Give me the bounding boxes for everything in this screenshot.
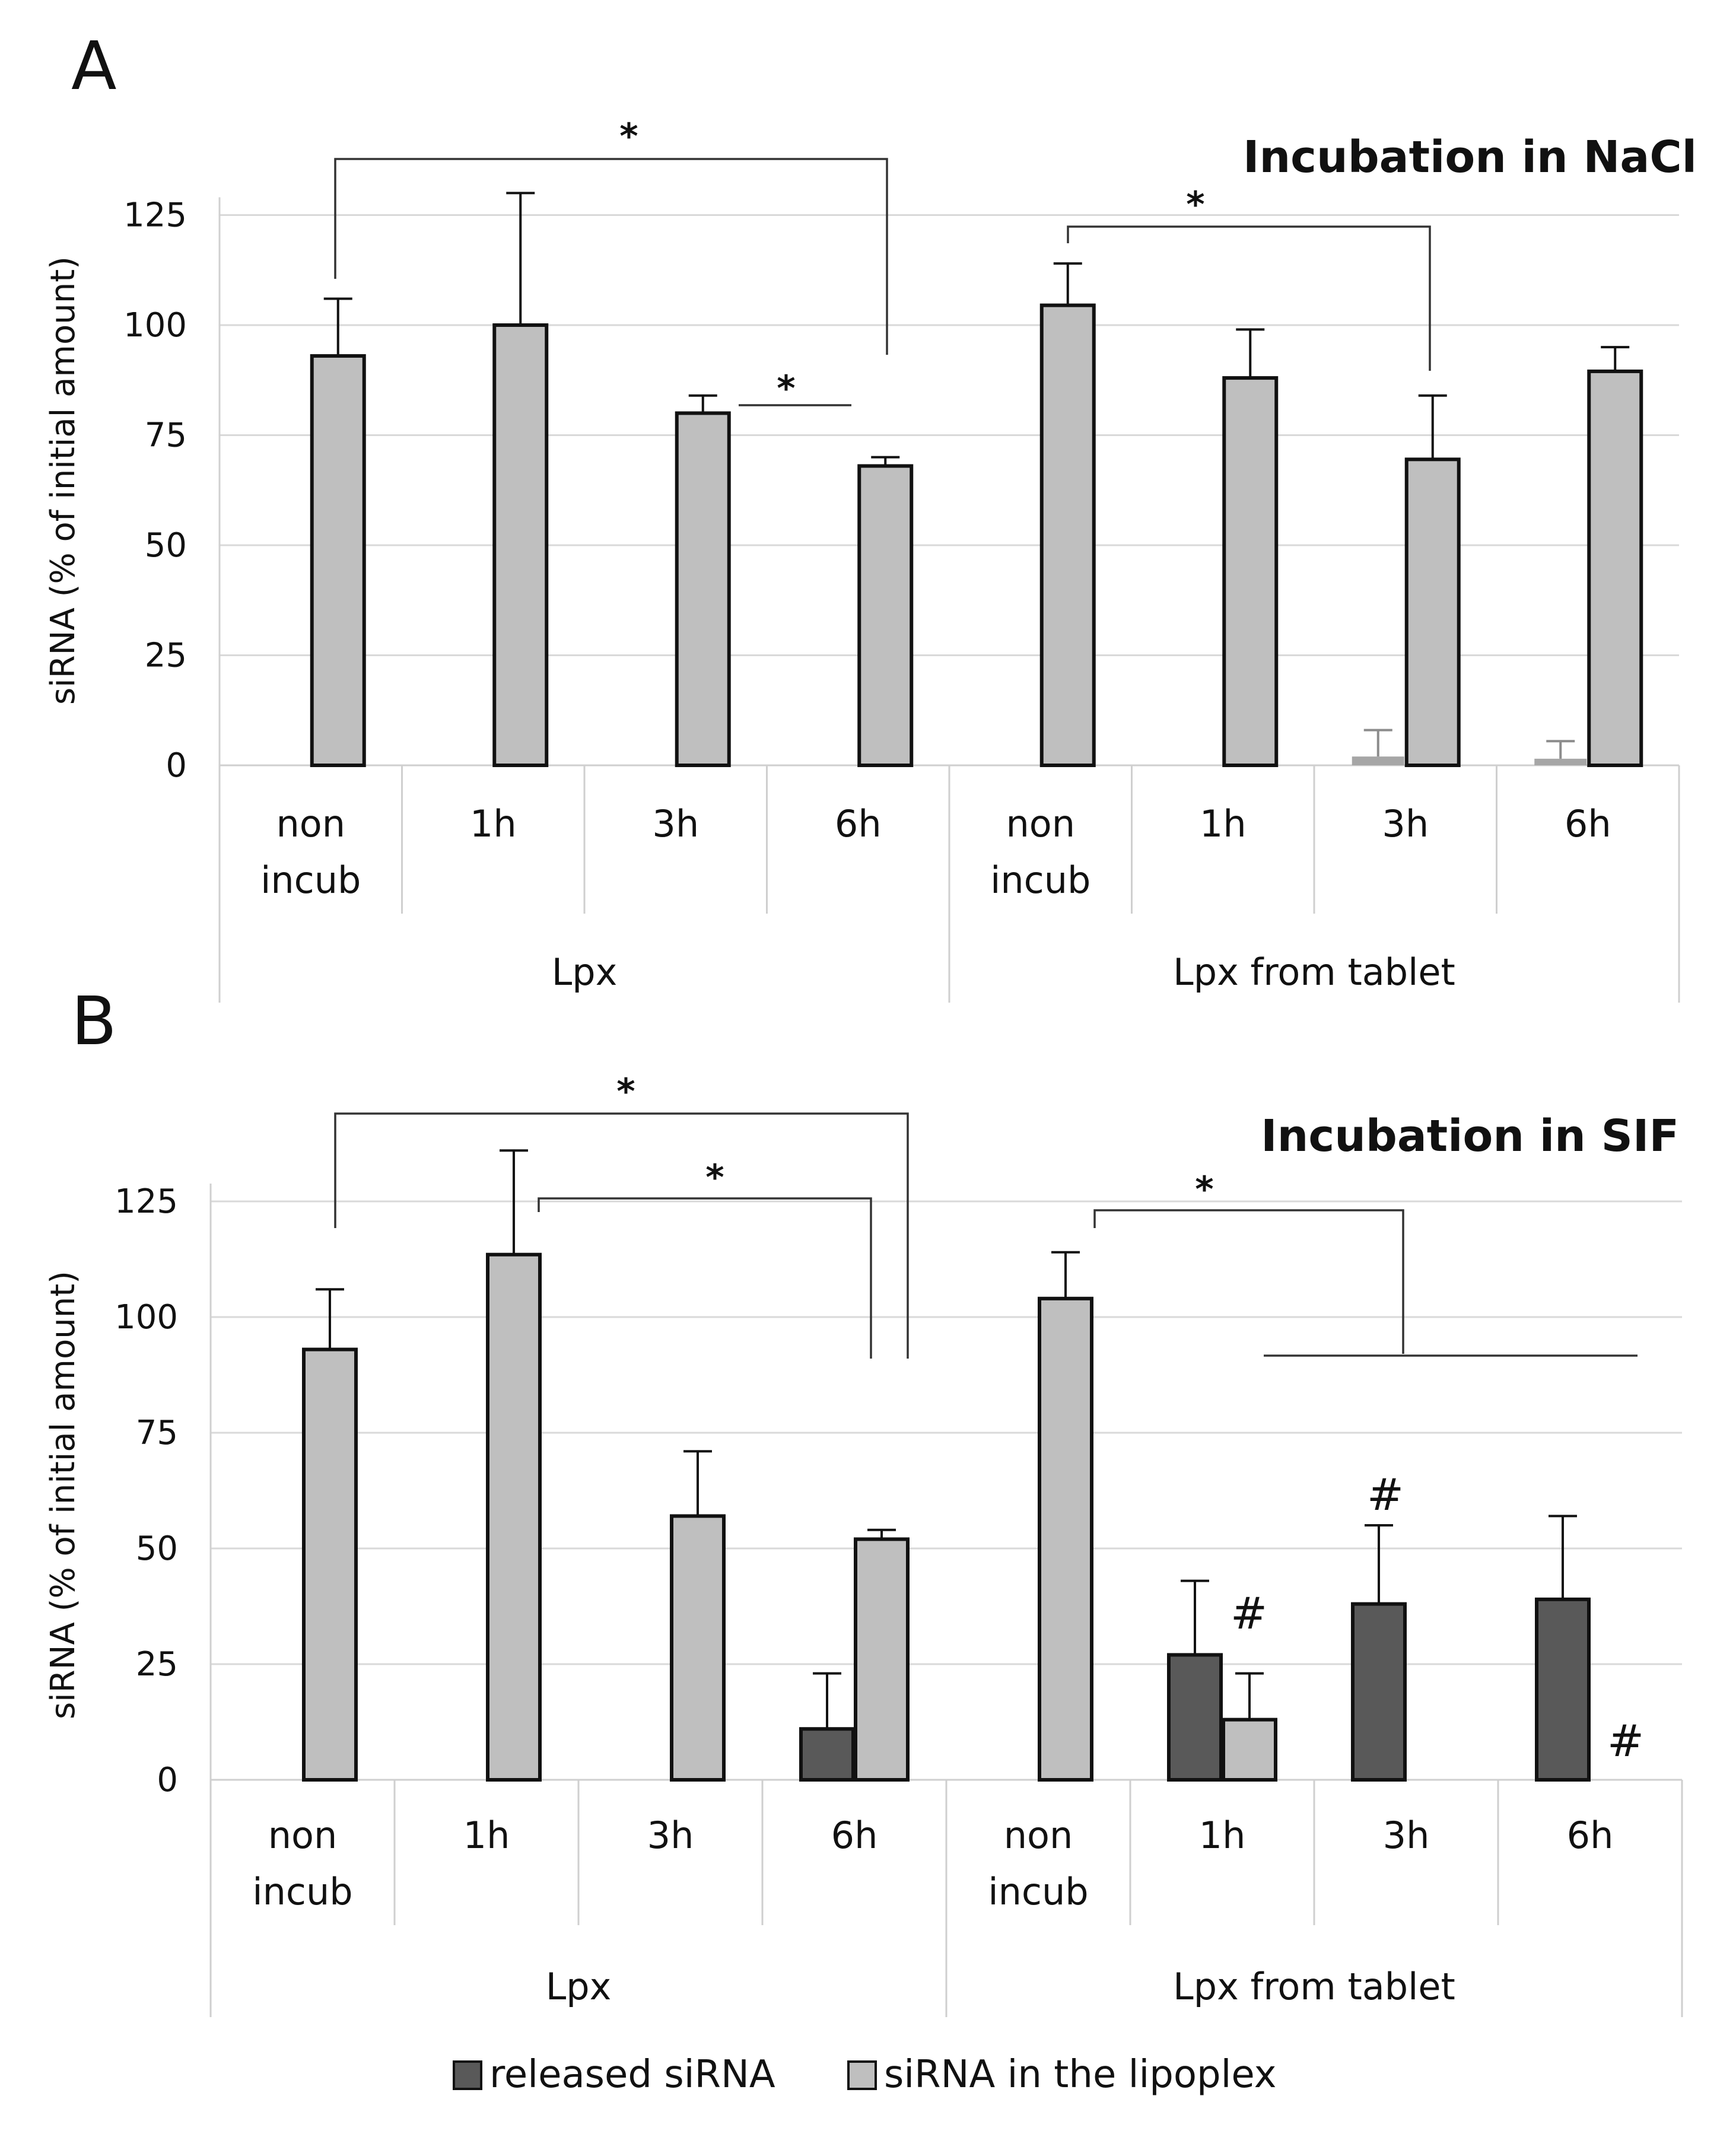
category-label: incub bbox=[252, 1870, 352, 1913]
category-label: 6h bbox=[1565, 802, 1611, 845]
category-label: 1h bbox=[463, 1814, 510, 1857]
significance-star: * bbox=[619, 116, 638, 157]
significance-bracket bbox=[1093, 1209, 1404, 1354]
significance-bracket bbox=[334, 158, 888, 355]
group-label: Lpx bbox=[546, 1965, 612, 2008]
y-tick-label: 75 bbox=[136, 1414, 178, 1452]
category-label: incub bbox=[988, 1870, 1088, 1913]
bar-lipoplex bbox=[486, 1252, 542, 1782]
category-label: 3h bbox=[1383, 1814, 1430, 1857]
category-label: non bbox=[268, 1814, 338, 1857]
hash-annotation: # bbox=[1231, 1588, 1267, 1639]
bar-lipoplex bbox=[1038, 1296, 1093, 1782]
bar-lipoplex bbox=[1222, 376, 1279, 767]
bar-lipoplex bbox=[1222, 1718, 1277, 1782]
significance-star: * bbox=[777, 368, 795, 409]
bar-lipoplex bbox=[1404, 457, 1461, 767]
bar-lipoplex bbox=[492, 323, 549, 767]
category-label: non bbox=[1004, 1814, 1073, 1857]
significance-star: * bbox=[1195, 1169, 1213, 1210]
category-label: incub bbox=[990, 858, 1090, 902]
bar-lipoplex bbox=[675, 411, 731, 767]
y-tick-label: 50 bbox=[136, 1529, 178, 1568]
hash-annotation: # bbox=[1607, 1716, 1644, 1767]
legend-swatch bbox=[453, 2060, 482, 2090]
bar-released bbox=[1352, 756, 1404, 765]
y-tick-label: 0 bbox=[166, 746, 187, 785]
y-tick-label: 75 bbox=[145, 416, 187, 455]
category-label: non bbox=[276, 802, 345, 845]
y-tick-label: 125 bbox=[123, 196, 187, 235]
category-label: 6h bbox=[831, 1814, 878, 1857]
bar-released bbox=[1535, 1597, 1591, 1782]
significance-bracket bbox=[538, 1197, 872, 1359]
y-tick-label: 25 bbox=[145, 637, 187, 675]
bar-lipoplex bbox=[310, 354, 366, 767]
significance-bracket bbox=[1067, 225, 1431, 371]
bar-lipoplex bbox=[302, 1347, 358, 1782]
hash-annotation: # bbox=[1367, 1470, 1404, 1521]
bar-lipoplex bbox=[857, 464, 914, 767]
group-label: Lpx from tablet bbox=[1173, 1965, 1455, 2008]
bar-released bbox=[1167, 1653, 1223, 1782]
category-label: 3h bbox=[652, 802, 699, 845]
y-tick-label: 25 bbox=[136, 1645, 178, 1684]
panel-b-chart: 0 25 50 75 100 125 non incub 1h 3h 6h non incub 1h 3h 6… bbox=[44, 983, 1683, 2017]
bar-lipoplex bbox=[1039, 303, 1096, 767]
y-tick-label: 100 bbox=[123, 306, 187, 345]
category-label: 1h bbox=[470, 802, 517, 845]
y-tick-label: 0 bbox=[157, 1761, 178, 1799]
legend-swatch bbox=[847, 2060, 877, 2090]
category-label: 1h bbox=[1199, 1814, 1246, 1857]
group-label: Lpx from tablet bbox=[1173, 950, 1455, 994]
category-label: 3h bbox=[1382, 802, 1429, 845]
legend: released siRNA siRNA in the lipoplex bbox=[453, 2053, 1277, 2097]
category-label: incub bbox=[260, 858, 361, 902]
bar-released bbox=[799, 1727, 855, 1782]
category-label: non bbox=[1006, 802, 1075, 845]
y-axis-title: siRNA (% of initial amount) bbox=[44, 256, 82, 705]
significance-bracket bbox=[334, 1112, 909, 1359]
category-label: 6h bbox=[835, 802, 882, 845]
significance-star: * bbox=[616, 1071, 635, 1112]
bar-released bbox=[1351, 1602, 1407, 1782]
legend-label: released siRNA bbox=[489, 2053, 775, 2097]
bar-released bbox=[1534, 758, 1587, 765]
bar-lipoplex bbox=[670, 1514, 726, 1782]
chart-title: Incubation in NaCl bbox=[1243, 132, 1697, 183]
bar-lipoplex bbox=[1587, 369, 1643, 767]
legend-label: siRNA in the lipoplex bbox=[884, 2053, 1277, 2097]
panel-label: A bbox=[71, 28, 117, 105]
significance-star: * bbox=[1186, 184, 1204, 225]
category-label: 6h bbox=[1567, 1814, 1614, 1857]
group-label: Lpx bbox=[552, 950, 618, 994]
bar-lipoplex bbox=[854, 1537, 910, 1782]
y-axis-title: siRNA (% of initial amount) bbox=[44, 1271, 82, 1719]
y-tick-label: 125 bbox=[115, 1182, 178, 1221]
y-tick-label: 100 bbox=[115, 1298, 178, 1337]
significance-star: * bbox=[705, 1157, 724, 1198]
category-label: 3h bbox=[647, 1814, 694, 1857]
panel-a-chart: 0 25 50 75 100 125 non incub 1h 3h 6h non incub 1h 3h 6… bbox=[44, 28, 1697, 1003]
chart-title: Incubation in SIF bbox=[1261, 1111, 1679, 1162]
category-label: 1h bbox=[1200, 802, 1247, 845]
y-tick-label: 50 bbox=[145, 526, 187, 565]
panel-label: B bbox=[71, 983, 117, 1060]
